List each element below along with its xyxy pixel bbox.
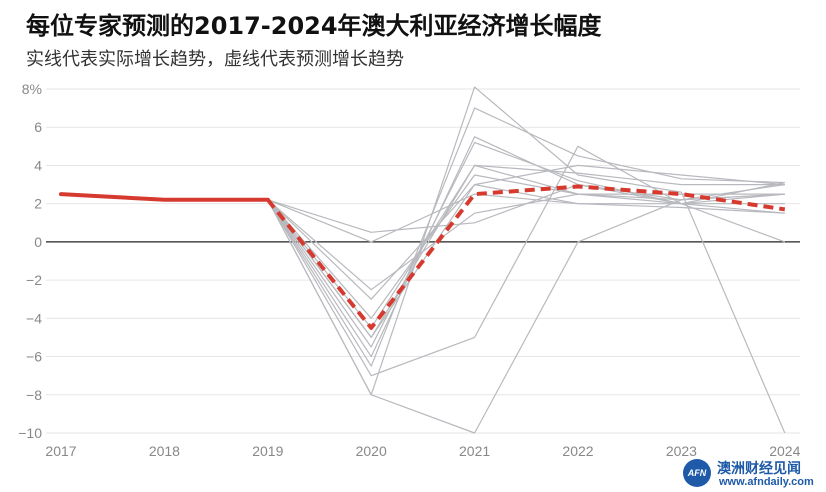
forecast-average-line (266, 184, 786, 330)
expert-forecast-line (267, 174, 785, 319)
afn-logo: AFN 澳洲财经见闻 www.afndaily.com (683, 459, 823, 491)
expert-forecast-lines (267, 86, 786, 434)
expert-forecast-line (267, 141, 785, 348)
y-tick-label: −6 (26, 349, 42, 365)
actual-growth-line (59, 192, 270, 202)
x-tick-label: 2024 (769, 443, 800, 459)
y-tick-label: 6 (34, 119, 42, 135)
expert-forecast-line (267, 193, 785, 243)
afn-logo-mark: AFN (683, 459, 711, 487)
expert-forecast-line (267, 86, 786, 434)
x-tick-label: 2021 (459, 443, 490, 459)
y-tick-label: −8 (26, 387, 42, 403)
x-tick-label: 2020 (356, 443, 387, 459)
y-tick-label: 4 (34, 157, 42, 173)
x-tick-label: 2018 (149, 443, 180, 459)
x-tick-label: 2023 (666, 443, 697, 459)
expert-forecast-line (267, 193, 785, 434)
expert-forecast-line (267, 164, 785, 338)
expert-forecast-line (267, 107, 785, 367)
expert-forecast-line (267, 184, 785, 300)
x-tick-label: 2022 (562, 443, 593, 459)
y-tick-label: 8% (22, 81, 42, 97)
gridlines (46, 88, 800, 434)
logo-name: 澳洲财经见闻 (717, 461, 801, 477)
y-tick-label: −4 (26, 310, 42, 326)
x-axis-ticks: 2017 2018 2019 2020 2021 2022 2023 2024 (45, 443, 800, 459)
chart-subtitle: 实线代表实际增长趋势，虚线代表预测增长趋势 (26, 49, 404, 70)
x-tick-label: 2019 (252, 443, 283, 459)
y-tick-label: 0 (34, 234, 42, 250)
expert-forecast-line (267, 184, 786, 243)
y-tick-label: 2 (34, 196, 42, 212)
logo-url: www.afndaily.com (719, 476, 814, 488)
y-tick-label: −10 (18, 425, 42, 441)
expert-forecast-line (267, 145, 785, 377)
chart-title: 每位专家预测的2017-2024年澳大利亚经济增长幅度 (26, 12, 602, 40)
expert-forecast-line (267, 136, 785, 358)
main-series (59, 184, 786, 330)
x-tick-label: 2017 (45, 443, 76, 459)
y-tick-label: −2 (26, 272, 42, 288)
y-axis-ticks: −10 −8 −6 −4 −2 0 2 4 6 8% (18, 81, 42, 441)
